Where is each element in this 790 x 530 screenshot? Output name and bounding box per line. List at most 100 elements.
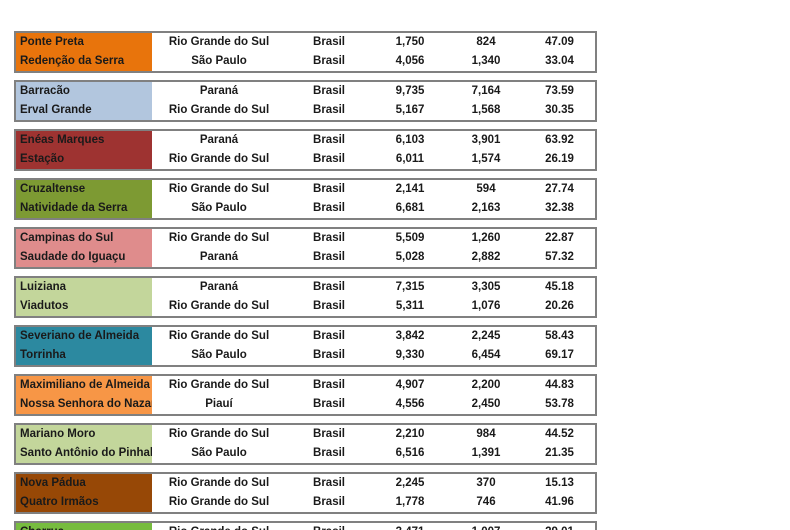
- table-row[interactable]: Mariano Moro Rio Grande do Sul Brasil 2,210…: [16, 425, 595, 444]
- cell-city: Charrua: [16, 523, 152, 530]
- group-color-swatch: [16, 376, 152, 414]
- group-rows: Cruzaltense Rio Grande do Sul Brasil 2,141 5…: [16, 180, 595, 218]
- cell-percent: 29.01: [524, 523, 595, 530]
- cell-population: 4,056: [395, 55, 425, 67]
- cell-city: Ponte Preta: [20, 36, 84, 48]
- table-pair-group[interactable]: CharruaRio Grande do SulBrasil3,4711,007…: [14, 521, 597, 530]
- cell-percent: 32.38: [545, 202, 574, 214]
- cell-country: Brasil: [286, 523, 372, 530]
- cell-population: 5,028: [395, 251, 425, 263]
- cell-country: Brasil: [313, 349, 345, 361]
- cell-country: Brasil: [313, 398, 345, 410]
- cell-country: Brasil: [313, 496, 345, 508]
- cell-country: Brasil: [313, 36, 345, 48]
- group-color-swatch: [16, 278, 152, 316]
- table-row[interactable]: Estação Rio Grande do Sul Brasil 6,011 1,574…: [16, 150, 595, 169]
- table-row[interactable]: Torrinha São Paulo Brasil 9,330 6,454 69.17: [16, 346, 595, 365]
- cell-country: Brasil: [313, 447, 345, 459]
- table-row[interactable]: Ponte Preta Rio Grande do Sul Brasil 1,750 8…: [16, 33, 595, 52]
- cell-population: 5,311: [395, 300, 425, 312]
- cell-state: São Paulo: [191, 55, 247, 67]
- cell-value-2: 2,450: [471, 398, 501, 410]
- cell-state: Rio Grande do Sul: [168, 379, 270, 391]
- table-pair-group[interactable]: Campinas do Sul Rio Grande do Sul Brasil 5,…: [14, 227, 597, 269]
- table-pair-group[interactable]: Enéas Marques Paraná Brasil 6,103 3,901 63.92…: [14, 129, 597, 171]
- table-row[interactable]: Redenção da Serra São Paulo Brasil 4,056 1,3…: [16, 52, 595, 71]
- cell-state: Piauí: [205, 398, 233, 410]
- table-row[interactable]: Severiano de Almeida Rio Grande do Sul Bra…: [16, 327, 595, 346]
- cell-city: Barracão: [20, 85, 70, 97]
- cell-state: São Paulo: [191, 447, 247, 459]
- cell-percent: 57.32: [545, 251, 574, 263]
- cell-value-2: 1,340: [471, 55, 501, 67]
- cell-city: Mariano Moro: [20, 428, 96, 440]
- cell-population: 5,509: [395, 232, 425, 244]
- cell-population: 4,907: [395, 379, 425, 391]
- cell-country: Brasil: [313, 183, 345, 195]
- cell-country: Brasil: [313, 477, 345, 489]
- cell-city: Erval Grande: [20, 104, 92, 116]
- group-rows: Barracão Paraná Brasil 9,735 7,164 73.59 Erval…: [16, 82, 595, 120]
- cell-population: 9,330: [395, 349, 425, 361]
- cell-percent: 44.83: [545, 379, 574, 391]
- cell-city: Nossa Senhora do Nazaré: [20, 398, 152, 410]
- group-color-swatch: [16, 229, 152, 267]
- table-pair-group[interactable]: Luiziana Paraná Brasil 7,315 3,305 45.18 Viadu…: [14, 276, 597, 318]
- cell-country: Brasil: [313, 428, 345, 440]
- table-row[interactable]: CharruaRio Grande do SulBrasil3,4711,007…: [16, 523, 595, 530]
- group-rows: Ponte Preta Rio Grande do Sul Brasil 1,750 8…: [16, 33, 595, 71]
- table-row[interactable]: Maximiliano de Almeida Rio Grande do Sul B…: [16, 376, 595, 395]
- cell-state: Rio Grande do Sul: [168, 232, 270, 244]
- table-row[interactable]: Enéas Marques Paraná Brasil 6,103 3,901 63.92: [16, 131, 595, 150]
- cell-percent: 33.04: [545, 55, 574, 67]
- table-row[interactable]: Cruzaltense Rio Grande do Sul Brasil 2,141 5…: [16, 180, 595, 199]
- table-row[interactable]: Campinas do Sul Rio Grande do Sul Brasil 5,…: [16, 229, 595, 248]
- table-row[interactable]: Barracão Paraná Brasil 9,735 7,164 73.59: [16, 82, 595, 101]
- cell-state: Paraná: [199, 251, 239, 263]
- cell-percent: 58.43: [545, 330, 574, 342]
- cell-state: São Paulo: [191, 202, 247, 214]
- cell-city: Quatro Irmãos: [20, 496, 99, 508]
- table-row[interactable]: Natividade da Serra São Paulo Brasil 6,681 2…: [16, 199, 595, 218]
- cell-percent: 41.96: [545, 496, 574, 508]
- group-color-swatch: [16, 425, 152, 463]
- cell-value-2: 984: [476, 428, 496, 440]
- cell-country: Brasil: [313, 330, 345, 342]
- cell-country: Brasil: [313, 104, 345, 116]
- table-row[interactable]: Luiziana Paraná Brasil 7,315 3,305 45.18: [16, 278, 595, 297]
- cell-percent: 27.74: [545, 183, 574, 195]
- cell-country: Brasil: [313, 300, 345, 312]
- table-pair-group[interactable]: Maximiliano de Almeida Rio Grande do Sul B…: [14, 374, 597, 416]
- table-pair-group[interactable]: Mariano Moro Rio Grande do Sul Brasil 2,210…: [14, 423, 597, 465]
- cell-population: 2,141: [395, 183, 425, 195]
- table-pair-group[interactable]: Nova Pádua Rio Grande do Sul Brasil 2,245 37…: [14, 472, 597, 514]
- cell-value-2: 6,454: [471, 349, 501, 361]
- cell-value-2: 370: [476, 477, 496, 489]
- cell-percent: 45.18: [545, 281, 574, 293]
- cell-population: 9,735: [395, 85, 425, 97]
- cell-value-2: 746: [476, 496, 496, 508]
- cell-population: 6,011: [395, 153, 425, 165]
- table-pair-group[interactable]: Ponte Preta Rio Grande do Sul Brasil 1,750 8…: [14, 31, 597, 73]
- cell-city: Cruzaltense: [20, 183, 86, 195]
- group-rows: Maximiliano de Almeida Rio Grande do Sul B…: [16, 376, 595, 414]
- cell-city: Natividade da Serra: [20, 202, 128, 214]
- table-pair-group[interactable]: Cruzaltense Rio Grande do Sul Brasil 2,141 5…: [14, 178, 597, 220]
- table-pair-group[interactable]: Severiano de Almeida Rio Grande do Sul Bra…: [14, 325, 597, 367]
- table-row[interactable]: Nossa Senhora do Nazaré Piauí Brasil 4,556 2…: [16, 395, 595, 414]
- cell-country: Brasil: [313, 55, 345, 67]
- cell-population: 1,750: [395, 36, 425, 48]
- cell-state: Paraná: [199, 85, 239, 97]
- cell-percent: 53.78: [545, 398, 574, 410]
- table-row[interactable]: Quatro Irmãos Rio Grande do Sul Brasil 1,77…: [16, 493, 595, 512]
- cell-state: São Paulo: [191, 349, 247, 361]
- cell-population: 6,681: [395, 202, 425, 214]
- table-row[interactable]: Nova Pádua Rio Grande do Sul Brasil 2,245 37…: [16, 474, 595, 493]
- table-row[interactable]: Santo Antônio do Pinhal São Paulo Brasil 6,…: [16, 444, 595, 463]
- table-pair-group[interactable]: Barracão Paraná Brasil 9,735 7,164 73.59 Erval…: [14, 80, 597, 122]
- table-row[interactable]: Saudade do Iguaçu Paraná Brasil 5,028 2,882 5…: [16, 248, 595, 267]
- table-row[interactable]: Erval Grande Rio Grande do Sul Brasil 5,167…: [16, 101, 595, 120]
- cell-value-2: 1,574: [471, 153, 501, 165]
- table-row[interactable]: Viadutos Rio Grande do Sul Brasil 5,311 1,07…: [16, 297, 595, 316]
- group-color-swatch: [16, 131, 152, 169]
